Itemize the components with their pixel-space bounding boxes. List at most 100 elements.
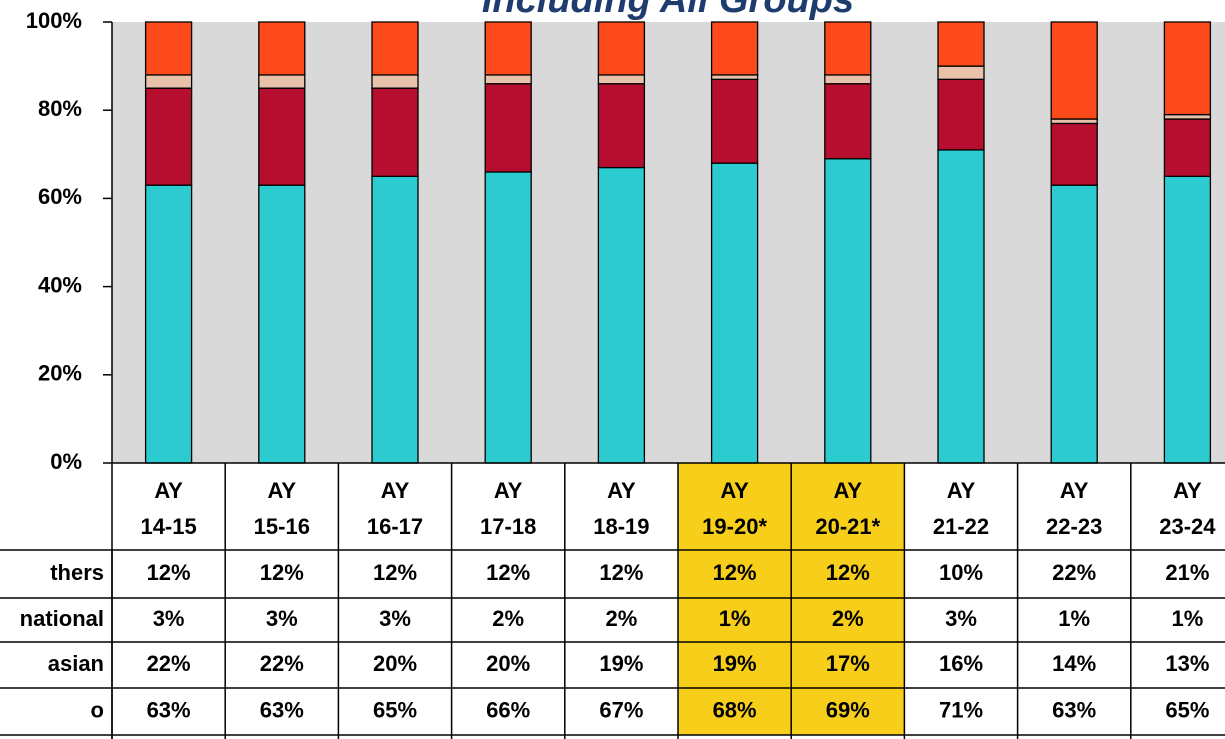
- bar-segment: [371, 87, 419, 177]
- bar-segment: [824, 158, 872, 464]
- bar-segment: [710, 74, 759, 80]
- x-tick-label: AY: [154, 478, 183, 503]
- table-cell: 19%: [713, 651, 757, 676]
- legend-label: o: [91, 697, 104, 722]
- x-tick-label: AY: [1173, 478, 1202, 503]
- table-cell: 65%: [373, 697, 417, 722]
- highlight: [791, 463, 905, 735]
- x-tick-label: 15-16: [254, 514, 310, 539]
- table-cell: 19%: [599, 651, 643, 676]
- table-cell: 1%: [1058, 606, 1090, 631]
- table-cell: 65%: [1165, 697, 1209, 722]
- y-tick-label: 60%: [38, 184, 82, 209]
- bar-segment: [258, 74, 306, 89]
- table-cell: 1%: [1172, 606, 1204, 631]
- bar-segment: [824, 74, 872, 85]
- bar-segment: [937, 78, 985, 151]
- table-cell: 1%: [719, 606, 751, 631]
- bar-segment: [258, 87, 306, 186]
- legend-label: national: [20, 606, 104, 631]
- table-cell: 22%: [1052, 560, 1096, 585]
- table-cell: 14%: [1052, 651, 1096, 676]
- bar-segment: [144, 21, 193, 76]
- bar-segment: [1050, 122, 1098, 186]
- table-cell: 68%: [713, 697, 757, 722]
- table-cell: 20%: [486, 651, 530, 676]
- bar-segment: [371, 175, 419, 464]
- bar-segment: [1163, 21, 1212, 116]
- table-cell: 63%: [1052, 697, 1096, 722]
- table-cell: 12%: [260, 560, 304, 585]
- table-cell: 20%: [373, 651, 417, 676]
- x-tick-label: 22-23: [1046, 514, 1102, 539]
- bar-segment: [710, 162, 759, 464]
- bar-segment: [597, 74, 646, 85]
- bar-segment: [597, 21, 646, 76]
- x-tick-label: AY: [381, 478, 410, 503]
- table-cell: 10%: [939, 560, 983, 585]
- bar-segment: [371, 21, 419, 76]
- table-cell: 71%: [939, 697, 983, 722]
- table-cell: 21%: [1165, 560, 1209, 585]
- bar-segment: [484, 171, 532, 464]
- legend-label: thers: [50, 560, 104, 585]
- highlight: [678, 463, 792, 735]
- chart-title: Including All Groups: [482, 0, 854, 21]
- y-tick-label: 100%: [26, 8, 82, 33]
- table-cell: 69%: [826, 697, 870, 722]
- bar-segment: [484, 21, 532, 76]
- table-cell: 12%: [599, 560, 643, 585]
- bar-segment: [484, 83, 532, 173]
- x-tick-label: 16-17: [367, 514, 423, 539]
- table-cell: 12%: [147, 560, 191, 585]
- bar-segment: [597, 83, 646, 169]
- table-cell: 2%: [606, 606, 638, 631]
- table-cell: 3%: [379, 606, 411, 631]
- table-cell: 16%: [939, 651, 983, 676]
- x-tick-label: AY: [268, 478, 297, 503]
- x-tick-label: AY: [607, 478, 636, 503]
- bar-segment: [144, 184, 193, 464]
- bar-segment: [371, 74, 419, 89]
- x-tick-label: 17-18: [480, 514, 536, 539]
- table-cell: 3%: [945, 606, 977, 631]
- bar-segment: [1163, 118, 1212, 177]
- bar-segment: [937, 21, 985, 67]
- table-cell: 3%: [153, 606, 185, 631]
- x-tick-label: 18-19: [593, 514, 649, 539]
- table-cell: 3%: [266, 606, 298, 631]
- x-tick-label: AY: [720, 478, 749, 503]
- table-cell: 22%: [147, 651, 191, 676]
- y-tick-label: 40%: [38, 272, 82, 297]
- table-cell: 13%: [1165, 651, 1209, 676]
- bar-segment: [597, 166, 646, 464]
- bar-segment: [824, 21, 872, 76]
- bar-segment: [144, 74, 193, 89]
- bar-segment: [484, 74, 532, 85]
- table-cell: 63%: [147, 697, 191, 722]
- x-tick-label: 20-21*: [815, 514, 880, 539]
- table-cell: 12%: [373, 560, 417, 585]
- table-cell: 17%: [826, 651, 870, 676]
- bar-segment: [937, 149, 985, 464]
- x-tick-label: 23-24: [1159, 514, 1216, 539]
- table-cell: 63%: [260, 697, 304, 722]
- bar-segment: [1050, 21, 1098, 120]
- x-tick-label: AY: [834, 478, 863, 503]
- x-tick-label: AY: [494, 478, 523, 503]
- bar-segment: [824, 83, 872, 160]
- legend-label: asian: [48, 651, 104, 676]
- table-cell: 12%: [713, 560, 757, 585]
- bar-segment: [1163, 113, 1212, 120]
- bar-segment: [144, 87, 193, 186]
- x-tick-label: 19-20*: [702, 514, 767, 539]
- x-tick-label: 14-15: [140, 514, 196, 539]
- table-cell: 66%: [486, 697, 530, 722]
- y-tick-label: 0%: [50, 449, 82, 474]
- bar-segment: [710, 21, 759, 76]
- x-tick-label: AY: [947, 478, 976, 503]
- table-cell: 2%: [832, 606, 864, 631]
- y-tick-label: 80%: [38, 96, 82, 121]
- bar-segment: [258, 21, 306, 76]
